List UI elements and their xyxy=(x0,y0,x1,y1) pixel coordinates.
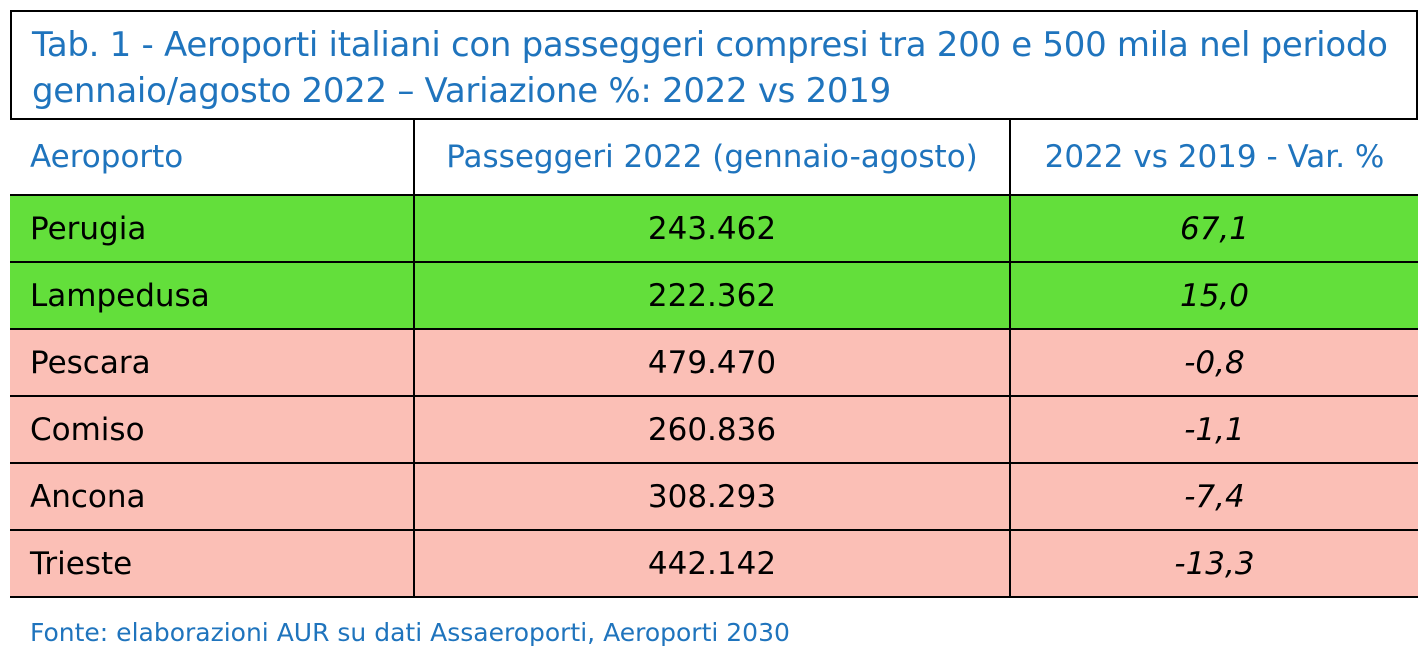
airport-name-cell: Comiso xyxy=(10,395,415,464)
column-header-passengers: Passeggeri 2022 (gennaio-agosto) xyxy=(413,118,1011,196)
source-note: Fonte: elaborazioni AUR su dati Assaerop… xyxy=(10,596,1418,667)
variation-cell: -13,3 xyxy=(1009,529,1418,598)
source-row: Fonte: elaborazioni AUR su dati Assaerop… xyxy=(10,596,1418,667)
airport-name-cell: Perugia xyxy=(10,194,415,263)
table-row: Ancona 308.293 -7,4 xyxy=(10,462,1418,531)
passengers-cell: 260.836 xyxy=(413,395,1011,464)
table-header-row: Aeroporto Passeggeri 2022 (gennaio-agost… xyxy=(10,118,1418,196)
table-row: Pescara 479.470 -0,8 xyxy=(10,328,1418,397)
passengers-cell: 243.462 xyxy=(413,194,1011,263)
table-row: Lampedusa 222.362 15,0 xyxy=(10,261,1418,330)
table-row: Comiso 260.836 -1,1 xyxy=(10,395,1418,464)
passengers-cell: 479.470 xyxy=(413,328,1011,397)
table-row: Perugia 243.462 67,1 xyxy=(10,194,1418,263)
airport-name-cell: Trieste xyxy=(10,529,415,598)
column-header-airport: Aeroporto xyxy=(10,118,415,196)
passengers-cell: 442.142 xyxy=(413,529,1011,598)
table-frame: Tab. 1 - Aeroporti italiani con passegge… xyxy=(10,10,1418,667)
passengers-cell: 222.362 xyxy=(413,261,1011,330)
passengers-cell: 308.293 xyxy=(413,462,1011,531)
airport-name-cell: Ancona xyxy=(10,462,415,531)
variation-cell: -1,1 xyxy=(1009,395,1418,464)
variation-cell: -0,8 xyxy=(1009,328,1418,397)
variation-cell: 67,1 xyxy=(1009,194,1418,263)
table-title: Tab. 1 - Aeroporti italiani con passegge… xyxy=(32,25,1388,111)
variation-cell: 15,0 xyxy=(1009,261,1418,330)
variation-cell: -7,4 xyxy=(1009,462,1418,531)
airport-name-cell: Lampedusa xyxy=(10,261,415,330)
table-row: Trieste 442.142 -13,3 xyxy=(10,529,1418,598)
airport-passengers-table: Aeroporto Passeggeri 2022 (gennaio-agost… xyxy=(10,118,1418,667)
airport-name-cell: Pescara xyxy=(10,328,415,397)
column-header-variation: 2022 vs 2019 - Var. % xyxy=(1009,118,1418,196)
